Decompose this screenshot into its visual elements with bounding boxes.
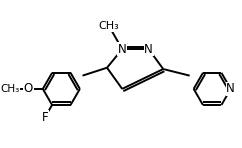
Text: N: N <box>118 43 127 56</box>
Text: CH₃: CH₃ <box>0 84 19 94</box>
Text: O: O <box>24 82 33 95</box>
Text: F: F <box>41 111 48 124</box>
Text: CH₃: CH₃ <box>98 21 119 31</box>
Text: N: N <box>144 43 153 56</box>
Text: N: N <box>226 82 235 95</box>
